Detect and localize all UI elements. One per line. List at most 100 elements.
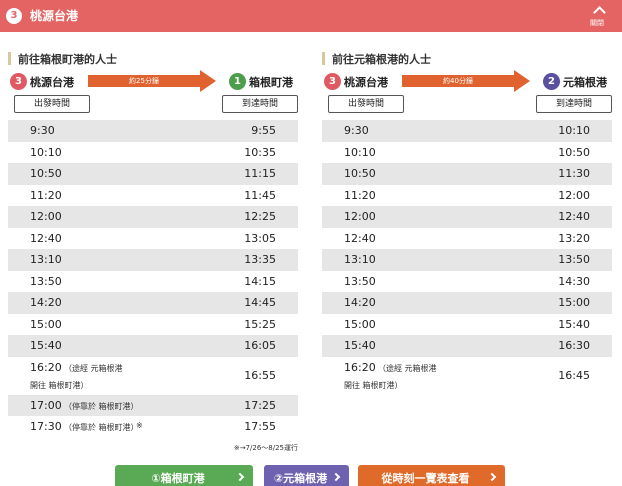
timetable-row: 12:40 13:20 [322, 227, 612, 249]
depart-time: 10:50 [30, 167, 62, 180]
timetable-row: 12:40 13:05 [8, 227, 298, 249]
depart-time: 9:30 [344, 124, 369, 137]
arrive-time: 15:40 [558, 317, 590, 331]
row-note: 開往 箱根町港） [344, 380, 403, 390]
arrive-time: 11:45 [244, 188, 276, 202]
depart-time: 15:40 [30, 339, 62, 352]
depart-time: 13:50 [344, 274, 376, 288]
timetable-row: 10:50 11:15 [8, 163, 298, 185]
arrive-time: 14:45 [244, 296, 276, 309]
nav-button-label: 從時刻一覽表查看 [381, 472, 470, 485]
arrive-time: 9:55 [251, 124, 276, 137]
arrive-time: 17:55 [244, 420, 276, 433]
row-note: 開往 箱根町港） [30, 380, 89, 390]
route-arrow-head [514, 70, 530, 92]
panel-title-bar [322, 52, 325, 65]
depart-time: 12:40 [344, 231, 376, 245]
depart-time: 15:00 [344, 317, 376, 331]
route-arrow-head [200, 70, 216, 92]
depart-time: 10:10 [30, 145, 62, 159]
timetable-row: 9:30 9:55 [8, 120, 298, 142]
arrive-label: 到達時間 [536, 95, 612, 113]
depart-time: 17:00 [30, 398, 62, 412]
depart-time: 9:30 [30, 124, 55, 137]
arrive-time: 17:25 [244, 398, 276, 412]
depart-time: 14:20 [344, 296, 376, 309]
panel-title: 前往元箱根港的人士 [332, 53, 431, 66]
arrive-time: 12:00 [558, 188, 590, 202]
row-note: （途經 元箱根港 [378, 363, 437, 373]
arrive-time: 13:05 [244, 231, 276, 245]
depart-time: 12:40 [30, 231, 62, 245]
timetable-row: 15:00 15:40 [322, 313, 612, 335]
arrive-time: 16:55 [244, 368, 276, 382]
route-duration: 約25分鐘 [129, 77, 159, 85]
timetable-row: 13:10 13:35 [8, 249, 298, 271]
arrive-label: 到達時間 [222, 95, 298, 113]
timetable-row: 9:30 10:10 [322, 120, 612, 142]
nav-button[interactable]: ①箱根町港 [115, 465, 253, 486]
row-mark: ※ [136, 421, 143, 430]
timetable-row: 10:10 10:50 [322, 141, 612, 163]
arrive-time: 12:40 [558, 210, 590, 223]
timetable-row: 12:00 12:40 [322, 206, 612, 228]
timetable-row: 16:20 （途經 元箱根港 開往 箱根町港） 16:45 [322, 356, 612, 395]
depart-label: 出發時間 [328, 95, 404, 113]
timetable-row: 11:20 11:45 [8, 184, 298, 206]
close-button[interactable]: 關閉 [586, 2, 614, 30]
timetable-row: 17:00 （停靠於 箱根町港） 17:25 [8, 394, 298, 416]
depart-time: 12:00 [30, 210, 62, 223]
header-title: 桃源台港 [30, 9, 79, 23]
panel-title: 前往箱根町港的人士 [18, 53, 117, 66]
port-name: 桃源台港 [344, 76, 388, 89]
depart-time: 17:30 [30, 420, 62, 433]
port-name: 元箱根港 [563, 76, 607, 89]
depart-time: 13:50 [30, 274, 62, 288]
timetable-row: 16:20 （途經 元箱根港開往 箱根町港） 16:55 [8, 356, 298, 395]
depart-time: 12:00 [344, 210, 376, 223]
port-badge: 3 [324, 73, 341, 90]
arrive-time: 15:25 [244, 317, 276, 331]
timetable-row: 12:00 12:25 [8, 206, 298, 228]
header-badge: 3 [6, 8, 22, 24]
panel-title-bar [8, 52, 11, 65]
timetable-row: 14:20 15:00 [322, 292, 612, 314]
port-name: 箱根町港 [249, 76, 293, 89]
arrive-time: 13:50 [558, 253, 590, 266]
route-arrow-body [402, 75, 514, 87]
arrive-time: 13:20 [558, 231, 590, 245]
arrive-time: 16:45 [558, 368, 590, 382]
nav-button[interactable]: ②元箱根港 [264, 465, 349, 486]
depart-time: 15:00 [30, 317, 62, 331]
arrive-time: 11:15 [244, 167, 276, 180]
depart-time: 13:10 [344, 253, 376, 266]
arrive-time: 10:35 [244, 145, 276, 159]
timetable-row: 15:40 16:05 [8, 335, 298, 357]
arrive-time: 15:00 [558, 296, 590, 309]
nav-button[interactable]: 從時刻一覽表查看 [358, 465, 505, 486]
depart-label: 出發時間 [14, 95, 90, 113]
port-badge: 2 [543, 73, 560, 90]
port-badge: 1 [229, 73, 246, 90]
timetable-row: 13:50 14:15 [8, 270, 298, 292]
timetable-row: 15:40 16:30 [322, 335, 612, 357]
route-duration: 約40分鐘 [443, 77, 473, 85]
arrive-time: 12:25 [244, 210, 276, 223]
timetable-row: 13:50 14:30 [322, 270, 612, 292]
chevron-icon [593, 6, 606, 19]
timetable-row: 14:20 14:45 [8, 292, 298, 314]
depart-time: 10:10 [344, 145, 376, 159]
depart-time: 15:40 [344, 339, 376, 352]
depart-time: 10:50 [344, 167, 376, 180]
route-arrow-body [88, 75, 200, 87]
timetable-row: 13:10 13:50 [322, 249, 612, 271]
arrive-time: 16:30 [558, 339, 590, 352]
timetable-row: 10:50 11:30 [322, 163, 612, 185]
footnote: ※→7/26～8/25運行 [233, 443, 298, 452]
port-name: 桃源台港 [30, 76, 74, 89]
arrive-time: 10:10 [558, 124, 590, 137]
arrive-time: 10:50 [558, 145, 590, 159]
row-note: （途經 元箱根港 [64, 363, 123, 373]
depart-time: 16:20 [30, 360, 62, 374]
